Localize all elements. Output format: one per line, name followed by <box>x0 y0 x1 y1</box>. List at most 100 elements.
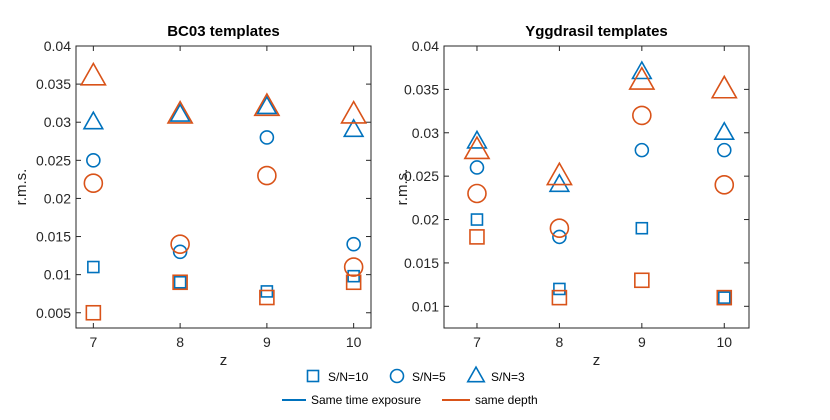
legend-label: Same time exposure <box>311 393 421 407</box>
series-triangle-same-time <box>82 95 365 138</box>
plot-area-frame <box>75 45 372 329</box>
data-point <box>343 257 364 277</box>
data-point <box>549 218 570 239</box>
series-square-same-time <box>470 213 731 304</box>
legend-item-square: S/N=10 <box>306 369 369 384</box>
data-point <box>552 229 567 245</box>
y-tick-label: 0.04 <box>44 38 71 54</box>
series-square-same-depth <box>469 229 733 306</box>
legend-label: S/N=3 <box>491 370 525 384</box>
data-point <box>467 183 487 204</box>
data-point <box>259 130 275 145</box>
data-point <box>631 60 653 80</box>
legend-square-icon <box>306 369 320 383</box>
plot-area-frame <box>443 45 750 329</box>
y-axis-label: r.m.s. <box>394 169 411 206</box>
legend-item-line-1: Same time exposure <box>282 393 421 407</box>
data-point <box>717 291 731 304</box>
data-point <box>257 165 277 186</box>
y-tick-label: 0.025 <box>404 168 439 184</box>
y-tick-label: 0.035 <box>36 76 71 92</box>
data-point <box>79 61 107 86</box>
y-tick-label: 0.005 <box>36 305 71 321</box>
data-point <box>716 142 732 158</box>
legend-triangle-icon <box>466 365 486 383</box>
data-point <box>87 260 100 274</box>
x-tick-label: 8 <box>176 334 184 350</box>
data-point <box>82 110 105 130</box>
data-point <box>553 282 566 296</box>
data-point <box>628 66 656 90</box>
x-tick-label: 8 <box>556 334 564 350</box>
data-point <box>551 289 568 306</box>
chart-bc03: 0.005 0.01 0.015 0.02 0.025 0.03 0.035 0.04 7 8 9 1… <box>13 23 372 369</box>
x-tick-label: 7 <box>89 334 97 350</box>
x-tick-label: 9 <box>638 334 646 350</box>
chart-title: BC03 templates <box>167 23 280 40</box>
data-point <box>632 105 652 126</box>
data-point <box>470 213 484 226</box>
data-point <box>340 100 368 124</box>
y-tick-label: 0.04 <box>412 38 439 54</box>
legend-item-line-2: same depth <box>442 393 538 407</box>
legend: S/N=10 S/N=5 S/N=3 Same time exposure same d… <box>282 365 538 407</box>
y-tick-label: 0.03 <box>412 125 439 141</box>
data-point <box>172 274 188 291</box>
y-tick-label: 0.015 <box>36 229 71 245</box>
y-tick-label: 0.01 <box>44 267 71 283</box>
y-tick-label: 0.02 <box>412 212 439 228</box>
data-point <box>466 129 488 149</box>
x-tick-label: 9 <box>263 334 271 350</box>
y-tick-label: 0.035 <box>404 81 439 97</box>
series-circle-same-depth <box>467 105 735 239</box>
x-tick-label: 10 <box>716 334 732 350</box>
y-tick-label: 0.025 <box>36 152 71 168</box>
data-point <box>634 142 650 158</box>
data-point <box>716 289 733 306</box>
data-point <box>169 102 191 122</box>
y-axis-label: r.m.s. <box>13 169 30 206</box>
data-point <box>253 92 281 117</box>
data-point <box>166 100 194 124</box>
data-point <box>346 236 361 252</box>
series-circle-same-depth <box>83 165 364 277</box>
x-axis-label: z <box>593 352 601 369</box>
data-point <box>710 74 738 99</box>
data-point <box>260 285 274 298</box>
data-point <box>713 121 735 141</box>
data-point <box>256 95 278 115</box>
data-point <box>173 275 187 289</box>
data-point <box>469 160 485 175</box>
x-tick-label: 10 <box>346 334 362 350</box>
x-axis-label: z <box>220 352 228 369</box>
series-triangle-same-time <box>466 60 735 193</box>
data-point <box>86 153 101 168</box>
y-tick-label: 0.03 <box>44 114 71 130</box>
y-tick-label: 0.01 <box>412 298 439 314</box>
y-tick-label: 0.02 <box>44 190 71 206</box>
data-point <box>347 269 360 283</box>
series-circle-same-time <box>469 142 732 245</box>
data-point <box>85 304 102 321</box>
legend-label: S/N=5 <box>412 370 446 384</box>
chart-yggdrasil: 0.01 0.015 0.02 0.025 0.03 0.035 0.04 7 8 9 10 Yggd… <box>394 23 750 369</box>
chart-title: Yggdrasil templates <box>525 23 668 40</box>
data-point <box>469 229 485 245</box>
legend-label: same depth <box>475 393 538 407</box>
series-triangle-same-depth <box>463 66 738 186</box>
legend-item-triangle: S/N=3 <box>466 365 525 384</box>
legend-circle-icon <box>389 368 405 384</box>
data-point <box>83 173 104 193</box>
data-point <box>548 173 571 193</box>
x-tick-label: 7 <box>473 334 481 350</box>
series-square-same-time <box>87 260 360 298</box>
data-point <box>634 272 650 289</box>
data-point <box>635 221 649 235</box>
data-point <box>172 244 188 260</box>
data-point <box>463 135 491 160</box>
data-point <box>545 161 573 186</box>
y-tick-label: 0.015 <box>404 255 439 271</box>
data-point <box>259 289 275 306</box>
legend-label: S/N=10 <box>328 370 369 384</box>
